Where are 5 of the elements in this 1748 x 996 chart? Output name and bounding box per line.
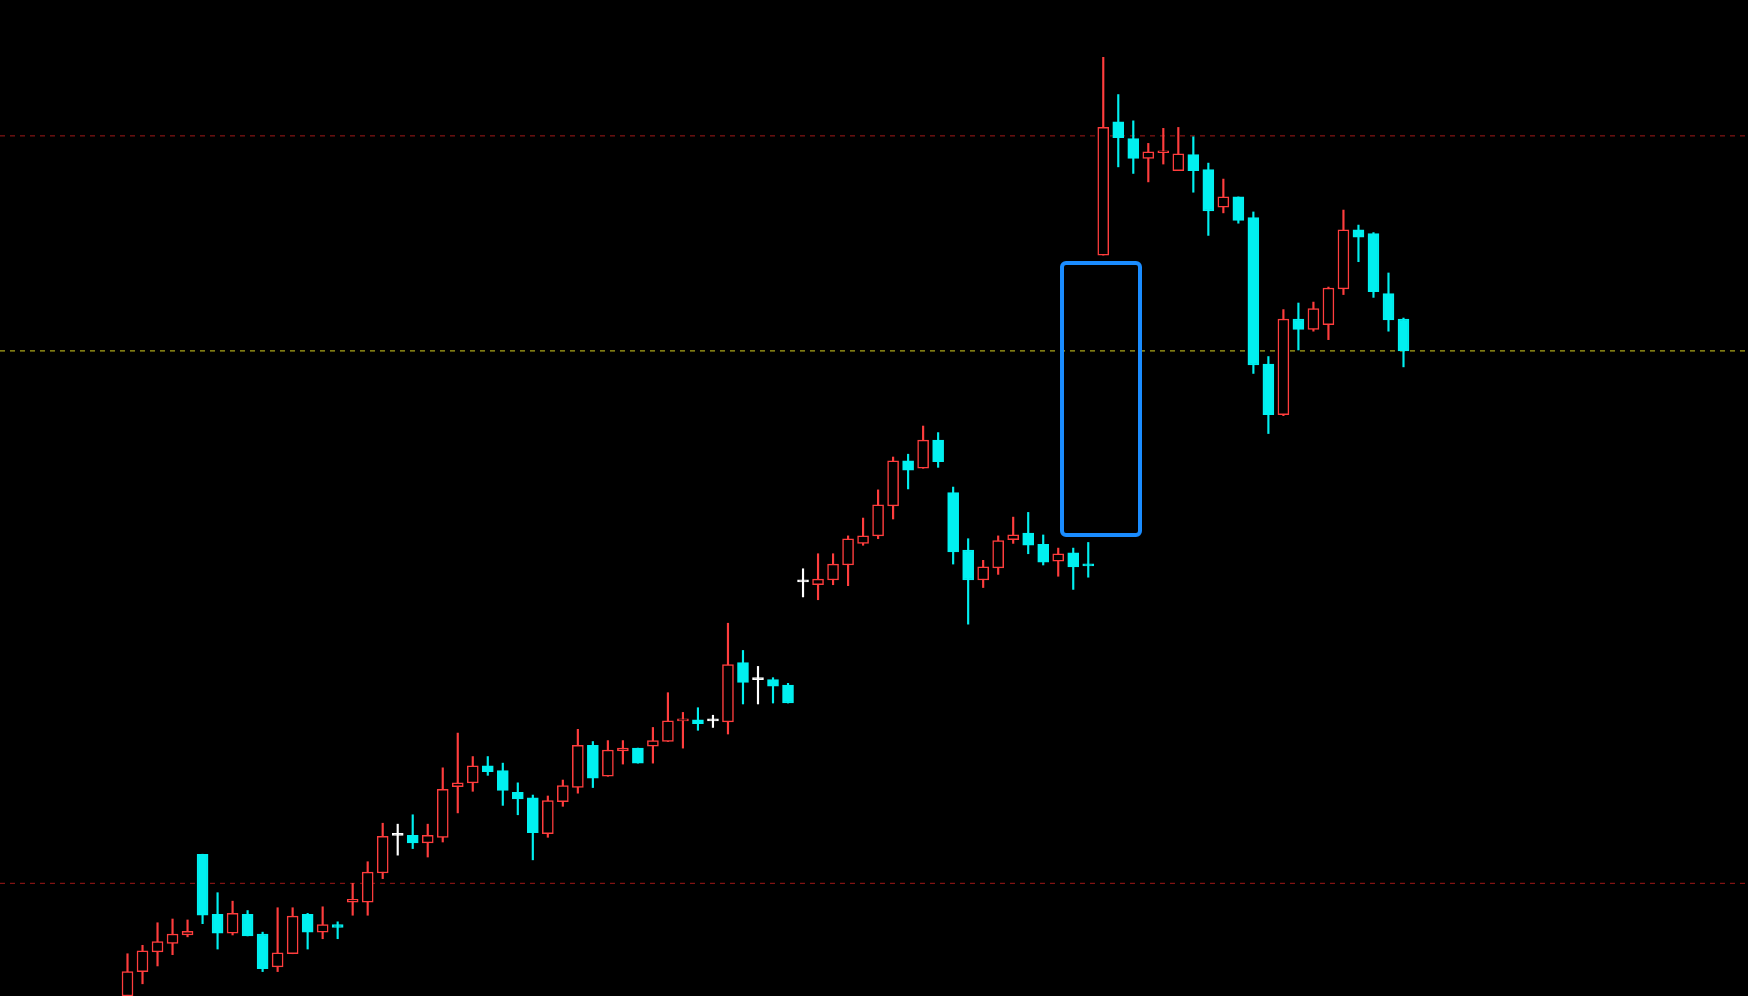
candlestick xyxy=(181,919,194,938)
candlestick xyxy=(166,918,179,956)
candlestick xyxy=(211,892,224,950)
candlestick xyxy=(151,922,164,967)
candlestick xyxy=(1352,224,1365,263)
